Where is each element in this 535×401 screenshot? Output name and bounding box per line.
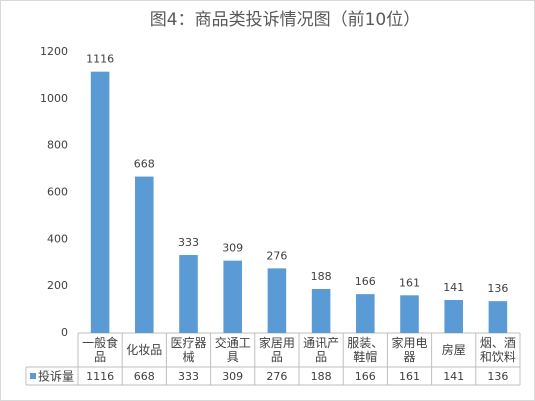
- data-label: 166: [355, 275, 376, 288]
- x-tick-label: 服装、鞋帽: [347, 336, 383, 364]
- bar: [400, 295, 419, 333]
- data-label: 276: [266, 249, 287, 262]
- data-label: 668: [134, 158, 155, 171]
- y-tick-label: 600: [47, 186, 68, 199]
- legend-swatch: [30, 373, 36, 379]
- data-label: 188: [311, 270, 332, 283]
- table-value: 668: [134, 370, 155, 383]
- x-tick-label: 一般食品: [82, 335, 118, 364]
- bar: [267, 268, 287, 333]
- y-tick-label: 400: [47, 232, 68, 245]
- bar: [488, 301, 508, 333]
- legend-label: 投诉量: [38, 369, 74, 384]
- x-tick-label: 医疗器械: [170, 336, 206, 364]
- y-tick-label: 1000: [40, 92, 68, 105]
- bar: [135, 176, 154, 333]
- x-tick-label: 烟、酒和饮料: [480, 336, 516, 364]
- x-tick-label: 房屋: [442, 342, 466, 357]
- bar: [311, 288, 331, 333]
- bar: [223, 260, 242, 333]
- y-tick-label: 200: [47, 279, 68, 292]
- data-label: 136: [487, 282, 508, 295]
- table-value: 136: [487, 370, 508, 383]
- data-label: 141: [443, 281, 464, 294]
- bar: [179, 255, 198, 333]
- table-value: 141: [443, 370, 464, 383]
- table-value: 276: [266, 370, 287, 383]
- bar: [356, 294, 375, 333]
- bar: [90, 71, 110, 334]
- table-value: 309: [222, 370, 243, 383]
- x-tick-label: 家居用品: [259, 335, 295, 364]
- data-label: 309: [222, 242, 243, 255]
- table-value: 166: [355, 370, 376, 383]
- bar: [444, 299, 463, 333]
- x-tick-label: 家用电器: [391, 335, 427, 364]
- table-value: 161: [399, 370, 420, 383]
- chart-title: 图4：商品类投诉情况图（前10位）: [150, 10, 420, 30]
- table-value: 188: [311, 370, 332, 383]
- table-value: 1116: [86, 370, 114, 383]
- data-label: 333: [178, 236, 199, 249]
- y-tick-label: 800: [47, 139, 68, 152]
- data-label: 1116: [86, 53, 114, 66]
- data-label: 161: [399, 276, 420, 289]
- x-tick-label: 化妆品: [126, 343, 162, 357]
- x-tick-label: 交通工具: [215, 335, 251, 364]
- y-tick-label: 1200: [40, 45, 68, 58]
- x-tick-label: 通讯产品: [303, 336, 339, 364]
- y-tick-label: 0: [61, 326, 68, 339]
- table-value: 333: [178, 370, 199, 383]
